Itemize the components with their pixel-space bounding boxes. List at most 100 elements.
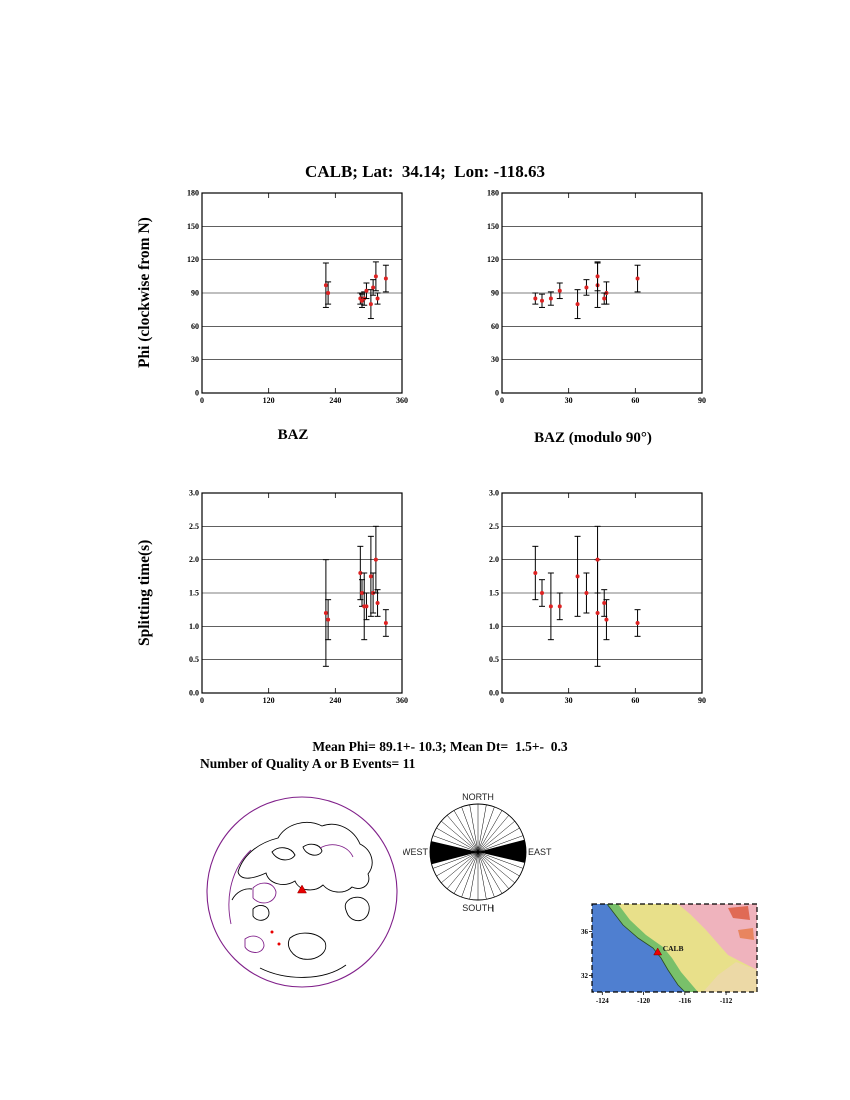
x-tick-label: 360	[396, 396, 408, 405]
event-count-text: Number of Quality A or B Events= 11	[200, 756, 416, 771]
x-tick-label: 360	[396, 696, 408, 705]
map-x-tick-label: -116	[679, 997, 692, 1005]
measurement-point	[533, 296, 538, 301]
y-tick-label: 30	[191, 355, 199, 364]
y-tick-label: 120	[187, 255, 199, 264]
map-x-tick-label: -124	[596, 997, 609, 1005]
y-tick-label: 150	[187, 222, 199, 231]
measurement-point	[371, 285, 376, 290]
mean-values-text: Mean Phi= 89.1+- 10.3; Mean Dt= 1.5+- 0.…	[312, 739, 568, 754]
y-tick-label: 0.0	[189, 689, 199, 698]
y-tick-label: 3.0	[189, 489, 199, 498]
phi-vs-baz-mod90-plot: 0 30 60 90 120 150 180 0 30 60 90	[487, 189, 706, 406]
measurement-point	[323, 283, 328, 288]
y-tick-label: 2.5	[489, 522, 499, 531]
measurement-point	[540, 591, 544, 595]
y-tick-label: 0.5	[489, 655, 499, 664]
x-tick-label: 0	[200, 396, 204, 405]
highland-patch	[728, 906, 750, 920]
x-tick-label: 30	[565, 696, 573, 705]
measurement-point	[375, 296, 380, 301]
x-tick-label: 90	[698, 696, 706, 705]
y-tick-label: 150	[487, 222, 499, 231]
rose-label-south: SOUTH	[462, 903, 494, 913]
x-tick-label: 60	[631, 696, 639, 705]
measurement-point	[360, 591, 364, 595]
plot-border	[201, 492, 403, 694]
measurement-point	[540, 298, 544, 303]
plate-boundary	[252, 882, 277, 904]
y-tick-label: 0.5	[189, 655, 199, 664]
y-tick-label: 180	[487, 189, 499, 198]
map-projection-rim	[206, 796, 398, 988]
y-tick-label: 60	[191, 322, 199, 331]
measurement-point	[548, 296, 553, 301]
station-name-label: CALB	[663, 944, 684, 953]
y-tick-label: 0	[495, 389, 499, 398]
coastline	[252, 905, 270, 921]
measurement-point	[326, 617, 331, 622]
plate-boundary	[244, 935, 265, 953]
y-tick-label: 1.5	[489, 589, 499, 598]
rose-label-west: WEST	[403, 847, 429, 857]
measurement-point	[584, 285, 589, 290]
measurement-point	[635, 276, 640, 281]
x-tick-label: 240	[329, 396, 341, 405]
measurement-point	[557, 604, 562, 609]
x-tick-label: 30	[565, 396, 573, 405]
y-tick-label: 0.0	[489, 689, 499, 698]
rose-diagram: NORTH SOUTH EAST WEST	[403, 792, 552, 913]
map-x-tick-label: -120	[637, 997, 650, 1005]
measurement-point	[533, 571, 538, 575]
x-tick-label: 0	[500, 396, 504, 405]
coastline	[231, 888, 253, 901]
map-x-tick-label: -112	[720, 997, 733, 1005]
event-dot	[270, 930, 274, 934]
map-frame	[591, 903, 758, 993]
map-y-tick-label: 32	[581, 972, 589, 980]
measurement-point	[358, 571, 363, 575]
measurement-point	[373, 557, 378, 562]
region-map: -124 -120 -116 -112 36 32 CALB	[581, 903, 758, 1005]
x-tick-label: 120	[263, 396, 275, 405]
measurement-point	[375, 601, 380, 605]
plate-boundary	[228, 849, 252, 925]
highland-patch	[738, 928, 754, 940]
dt-vs-baz-mod90-plot: 0.0 0.5 1.0 1.5 2.0 2.5 3.0 0 30 60 90	[489, 489, 706, 706]
coastline	[271, 847, 296, 861]
measurement-point	[635, 621, 640, 625]
station-triangle-icon	[297, 884, 307, 894]
desert-area	[678, 904, 757, 970]
measurement-point	[383, 276, 388, 281]
y-tick-label: 1.0	[489, 622, 499, 631]
rose-wedge	[478, 839, 527, 863]
x-tick-label: 120	[263, 696, 275, 705]
measurement-point	[575, 574, 580, 579]
measurement-point	[364, 288, 369, 293]
coastline	[259, 964, 347, 978]
measurement-point	[595, 557, 600, 562]
coastal-land	[607, 904, 698, 992]
measurement-point	[575, 302, 580, 307]
measurement-point	[602, 601, 607, 605]
rose-wedge	[429, 841, 478, 865]
y-tick-label: 1.0	[189, 622, 199, 631]
y-tick-label: 30	[491, 355, 499, 364]
x-tick-label: 0	[500, 696, 504, 705]
x-tick-label: 90	[698, 396, 706, 405]
measurement-point	[323, 611, 328, 615]
plot-border	[501, 492, 703, 694]
measurement-point	[383, 621, 388, 625]
coastlines	[231, 822, 373, 978]
measurement-point	[557, 288, 562, 293]
baz-mod90-axis-label: BAZ (modulo 90°)	[534, 430, 652, 446]
measurement-point	[368, 574, 373, 579]
plate-boundary	[319, 844, 354, 858]
plate-boundaries	[228, 844, 354, 953]
measurement-point	[368, 302, 373, 307]
x-tick-label: 0	[200, 696, 204, 705]
measurement-point	[604, 617, 609, 622]
station-triangle-icon	[653, 947, 663, 956]
measurement-point	[548, 604, 553, 609]
